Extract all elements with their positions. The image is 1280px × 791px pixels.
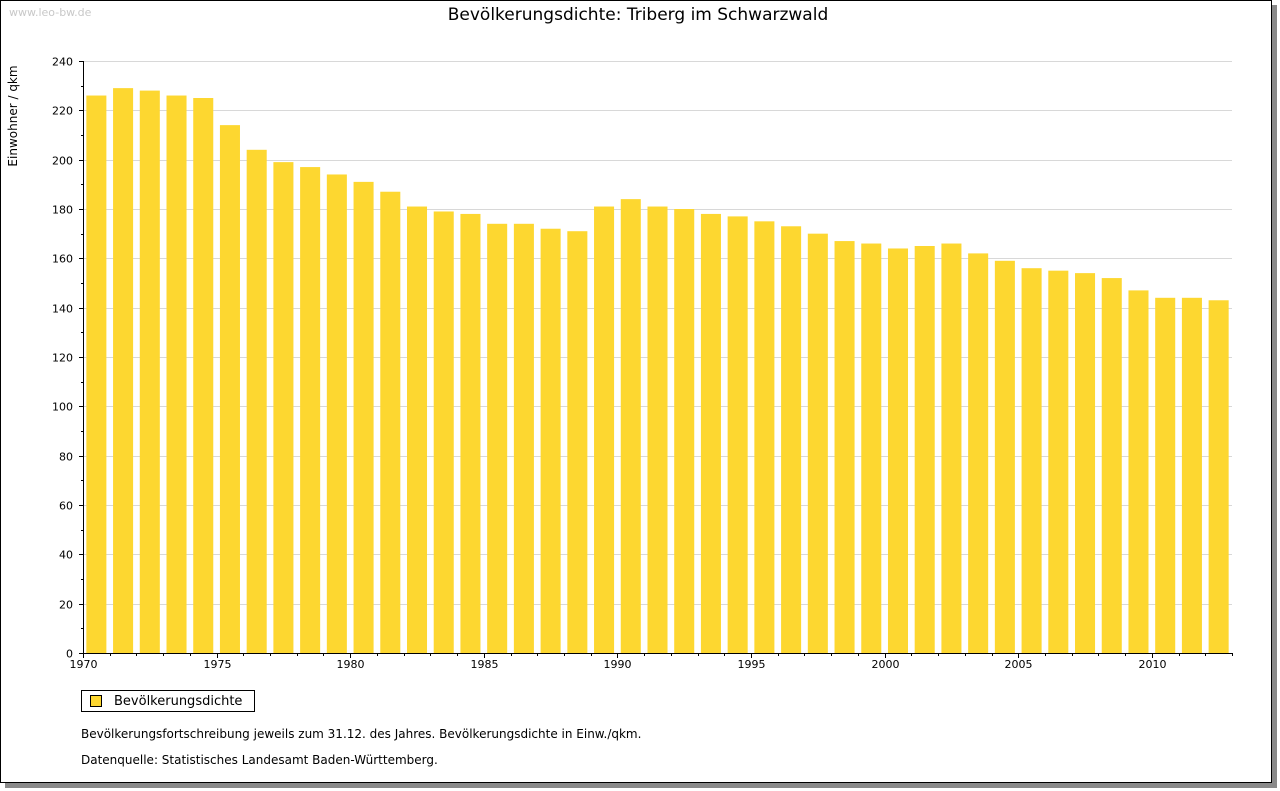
y-tick-label: 40 xyxy=(59,549,73,562)
x-tick-label: 2010 xyxy=(1139,658,1167,671)
bar xyxy=(941,243,962,653)
bar xyxy=(380,191,401,654)
y-tick-label: 140 xyxy=(52,303,73,316)
bar xyxy=(433,211,454,653)
x-tick-label: 2005 xyxy=(1005,658,1033,671)
bar xyxy=(1101,278,1122,653)
y-tick-label: 0 xyxy=(66,648,73,661)
bar xyxy=(246,149,267,654)
bar xyxy=(353,181,374,653)
y-tick-label: 220 xyxy=(52,105,73,118)
bar xyxy=(807,233,828,654)
watermark: www.leo-bw.de xyxy=(9,6,92,19)
bar xyxy=(513,223,534,654)
bar xyxy=(139,90,160,654)
x-tick-label: 1995 xyxy=(738,658,766,671)
legend: Bevölkerungsdichte xyxy=(81,690,256,712)
bar xyxy=(193,98,214,653)
bar xyxy=(273,162,294,653)
bar xyxy=(300,167,321,653)
y-tick-label: 240 xyxy=(52,56,73,69)
chart-title: Bevölkerungsdichte: Triberg im Schwarzwa… xyxy=(447,5,829,25)
bar xyxy=(781,226,802,653)
bar xyxy=(1021,268,1042,653)
bar xyxy=(887,248,909,653)
bar xyxy=(219,125,240,653)
footnote-source: Datenquelle: Statistisches Landesamt Bad… xyxy=(81,753,438,767)
y-tick-label: 200 xyxy=(52,155,73,168)
x-tick-label: 1985 xyxy=(471,658,499,671)
bar xyxy=(968,253,989,653)
x-tick-label: 1970 xyxy=(70,658,98,671)
bar xyxy=(914,246,935,653)
footnote-definition: Bevölkerungsfortschreibung jeweils zum 3… xyxy=(81,727,642,741)
legend-label: Bevölkerungsdichte xyxy=(114,693,243,709)
bar xyxy=(86,95,107,653)
bar xyxy=(113,88,134,653)
bar xyxy=(166,95,187,653)
bar xyxy=(567,231,588,653)
bar xyxy=(754,221,775,653)
bars xyxy=(86,88,1229,654)
bar xyxy=(620,199,641,653)
x-tick-label: 1990 xyxy=(604,658,632,671)
bar xyxy=(861,243,882,653)
bar xyxy=(326,174,347,653)
y-tick-label: 120 xyxy=(52,352,73,365)
bar xyxy=(1155,297,1176,653)
bar xyxy=(540,228,561,654)
bar xyxy=(1208,300,1229,653)
y-tick-label: 180 xyxy=(52,204,73,217)
x-tick-label: 1980 xyxy=(337,658,365,671)
bar xyxy=(674,209,695,653)
bar xyxy=(647,206,668,653)
bar xyxy=(1128,290,1149,653)
y-tick-label: 20 xyxy=(59,599,73,612)
bar xyxy=(1048,270,1069,653)
y-tick-label: 100 xyxy=(52,401,73,414)
bar xyxy=(834,241,855,653)
bar xyxy=(406,206,428,653)
bar xyxy=(487,223,508,654)
y-tick-label: 60 xyxy=(59,500,73,513)
bar xyxy=(1181,297,1202,653)
bar xyxy=(460,213,481,653)
bar xyxy=(594,206,615,653)
x-tick-label: 2000 xyxy=(872,658,900,671)
y-tick-label: 80 xyxy=(59,451,73,464)
x-tick-label: 1975 xyxy=(204,658,232,671)
axes: 0 20 40 60 80 100 120 140 160 180 200 220 240 1970 197… xyxy=(52,56,1233,671)
y-tick-label: 160 xyxy=(52,253,73,266)
bar xyxy=(700,213,721,653)
legend-swatch xyxy=(90,695,102,707)
bar xyxy=(1075,273,1096,653)
bar xyxy=(994,260,1015,653)
bar xyxy=(727,216,748,653)
y-axis-label: Einwohner / qkm xyxy=(6,65,20,166)
